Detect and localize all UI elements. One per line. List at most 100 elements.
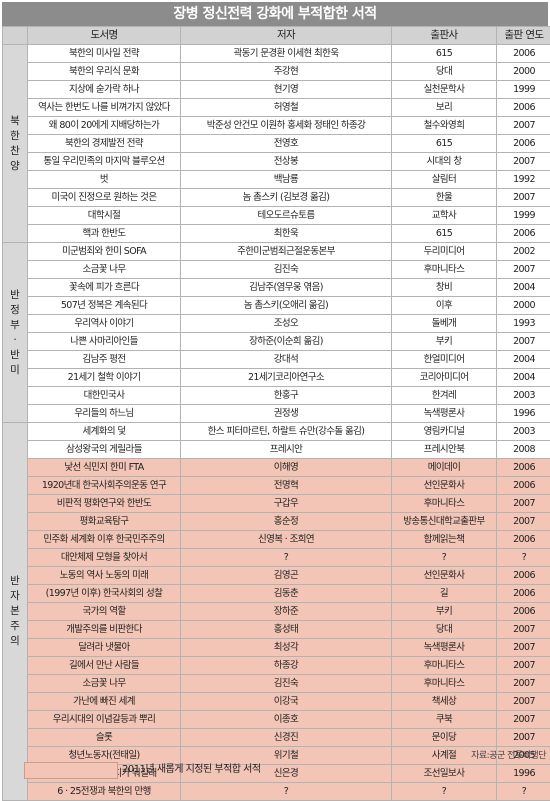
cell-title: 소금꽃 나무 [28, 675, 181, 693]
cell-publisher: 살림터 [392, 171, 497, 189]
cell-publisher: 길 [392, 585, 497, 603]
cell-publisher: 한얼미디어 [392, 351, 497, 369]
cell-author: 이해영 [181, 459, 392, 477]
category-char: 본 [3, 604, 27, 619]
source-note: 자료:공군 전투비행단 [471, 748, 546, 761]
cell-publisher: 보리 [392, 99, 497, 117]
cell-year: 2006 [497, 531, 550, 549]
cell-year: 2007 [497, 189, 550, 207]
cell-title: 민주화 세계화 이후 한국민주주의 [28, 531, 181, 549]
cell-title: 삼성왕국의 게릴라들 [28, 441, 181, 459]
cell-author: 신경진 [181, 729, 392, 747]
cell-year: 1999 [497, 207, 550, 225]
cell-title: 507년 정복은 계속된다 [28, 297, 181, 315]
cell-publisher: 녹색평론사 [392, 405, 497, 423]
cell-year: 2006 [497, 567, 550, 585]
cell-publisher: 쿠북 [392, 711, 497, 729]
cell-title: 노동의 역사 노동의 미래 [28, 567, 181, 585]
cell-author: 박준성 안건모 이원하 홍세화 정태인 하종강 [181, 117, 392, 135]
cell-title: (1997년 이후) 한국사회의 성찰 [28, 585, 181, 603]
cell-year: 2007 [497, 657, 550, 675]
legend: 2011년 새롭게 지정된 부적합 서적 [24, 762, 284, 778]
cell-title: 미국이 진정으로 원하는 것은 [28, 189, 181, 207]
cell-author: 신영복 · 조희연 [181, 531, 392, 549]
cell-publisher: ? [392, 783, 497, 801]
cell-publisher: 후마니타스 [392, 495, 497, 513]
cell-publisher: 후마니타스 [392, 261, 497, 279]
cell-author: 백남룡 [181, 171, 392, 189]
category-char: 반 [3, 288, 27, 303]
cell-title: 북한의 미사일 전략 [28, 45, 181, 63]
cell-title: 가난에 빠진 세계 [28, 693, 181, 711]
cell-year: 1993 [497, 315, 550, 333]
cell-author: 이종호 [181, 711, 392, 729]
category-char: 반 [3, 574, 27, 589]
cell-title: 소금꽃 나무 [28, 261, 181, 279]
cell-author: 전명혁 [181, 477, 392, 495]
cell-publisher: 함께읽는책 [392, 531, 497, 549]
cell-year: 2006 [497, 135, 550, 153]
cell-year: 2007 [497, 153, 550, 171]
cell-publisher: 선인문화사 [392, 567, 497, 585]
cell-author: 한홍구 [181, 387, 392, 405]
category-char: 부 [3, 318, 27, 333]
cell-publisher: 부키 [392, 603, 497, 621]
cell-year: 2007 [497, 621, 550, 639]
cell-publisher: 615 [392, 225, 497, 243]
cell-publisher: 책세상 [392, 693, 497, 711]
cell-title: 슬롯 [28, 729, 181, 747]
cell-publisher: 녹색평론사 [392, 639, 497, 657]
cell-publisher: 당대 [392, 621, 497, 639]
cell-title: 통일 우리민족의 마지막 블루오션 [28, 153, 181, 171]
cell-year: 2002 [497, 243, 550, 261]
cell-title: 미군범죄와 한미 SOFA [28, 243, 181, 261]
cell-title: 개발주의를 비판한다 [28, 621, 181, 639]
cell-year: 2007 [497, 261, 550, 279]
cell-author: 권정생 [181, 405, 392, 423]
header-year: 출판 연도 [497, 27, 550, 45]
cell-publisher: 교학사 [392, 207, 497, 225]
cell-year: 2006 [497, 477, 550, 495]
cell-year: 2007 [497, 117, 550, 135]
cell-author: 이강국 [181, 693, 392, 711]
cell-year: 2006 [497, 585, 550, 603]
cell-publisher: 문이당 [392, 729, 497, 747]
legend-swatch [24, 762, 118, 779]
cell-author: 놈 촘스키 (김보경 옮김) [181, 189, 392, 207]
cell-publisher: 한겨레 [392, 387, 497, 405]
cell-author: 곽동기 문경환 이세현 최한욱 [181, 45, 392, 63]
cell-title: 길에서 만난 사람들 [28, 657, 181, 675]
cell-author: 최한욱 [181, 225, 392, 243]
cell-publisher: 후마니타스 [392, 675, 497, 693]
cell-title: 왜 80이 20에게 지배당하는가 [28, 117, 181, 135]
table-header-row: 도서명 저자 출판사 출판 연도 [3, 27, 550, 45]
cell-title: 우리들의 하느님 [28, 405, 181, 423]
cell-author: 하종강 [181, 657, 392, 675]
category-char: 자 [3, 589, 27, 604]
cell-publisher: ? [392, 549, 497, 567]
cell-title: 북한의 경제발전 전략 [28, 135, 181, 153]
category-header [3, 27, 28, 45]
